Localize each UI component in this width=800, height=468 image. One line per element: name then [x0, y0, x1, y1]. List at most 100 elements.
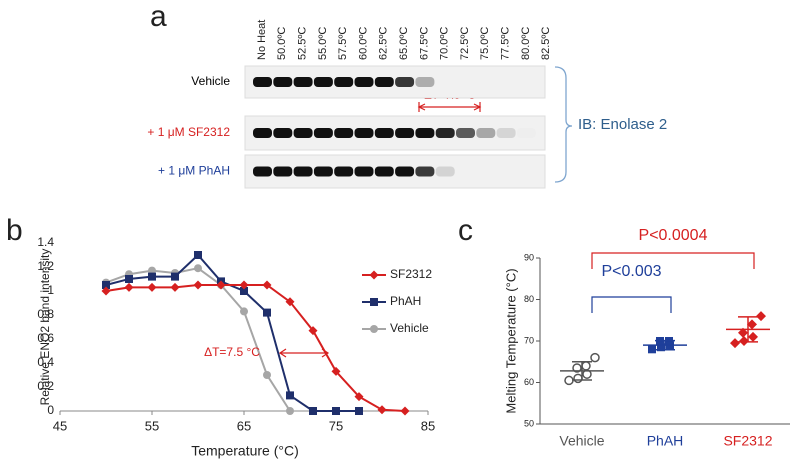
band [435, 166, 455, 177]
column-header: 52.5ºC [297, 27, 309, 60]
annotation-arrow [278, 348, 330, 358]
band [334, 128, 354, 138]
y-tick-label: 0.4 [37, 355, 54, 369]
marker [354, 392, 364, 402]
marker [331, 366, 341, 376]
y-tick-label: 0.8 [37, 307, 54, 321]
band [496, 128, 516, 138]
point [748, 331, 758, 342]
x-tick-label: 55 [145, 418, 159, 433]
y-tick-label: 80 [524, 294, 534, 304]
marker [101, 286, 111, 296]
marker [102, 281, 110, 289]
point [590, 352, 600, 363]
marker [355, 407, 363, 415]
column-header: 55.0ºC [317, 27, 329, 60]
column-header: 62.5ºC [378, 27, 390, 60]
band [374, 77, 394, 87]
band [334, 166, 354, 177]
marker [125, 275, 133, 283]
point [756, 311, 766, 322]
marker [239, 280, 249, 290]
panel-label: c [458, 214, 473, 247]
marker [124, 282, 134, 292]
marker [308, 326, 318, 336]
line [105, 253, 359, 412]
y-tick-label: 1 [47, 283, 54, 297]
column-header: 67.5ºC [418, 27, 430, 60]
marker [286, 407, 294, 415]
point [581, 361, 591, 371]
y-tick-label: 0.6 [37, 331, 54, 345]
bracket [554, 66, 573, 183]
row-label: + 1 μM PhAH [158, 164, 230, 178]
band [313, 166, 333, 177]
x-tick-label: Vehicle [559, 433, 604, 449]
y-tick-label: 90 [524, 252, 534, 262]
marker [332, 407, 340, 415]
x-tick-label: 65 [237, 418, 251, 433]
y-tick-label: 60 [524, 377, 534, 387]
y-tick-label: 0 [47, 403, 54, 417]
band [415, 77, 435, 87]
marker [309, 407, 317, 415]
error-bar [655, 339, 675, 351]
band [293, 166, 313, 177]
marker [216, 280, 226, 290]
marker [171, 272, 179, 281]
column-header: 57.5ºC [337, 27, 349, 60]
significance-bracket [591, 296, 672, 313]
y-axis-label: Melting Temperature (°C) [503, 268, 518, 413]
marker [194, 251, 202, 259]
marker [194, 264, 202, 273]
point [572, 363, 582, 373]
band [334, 77, 354, 87]
row-label: Vehicle [191, 74, 230, 88]
band [354, 128, 374, 138]
x-tick-label: 75 [329, 418, 343, 433]
marker [262, 280, 272, 290]
band [273, 166, 293, 177]
marker [240, 287, 248, 295]
point [657, 343, 665, 352]
ib-label: IB: Enolase 2 [578, 116, 667, 133]
point [747, 319, 757, 330]
marker [147, 282, 157, 292]
band [293, 128, 313, 138]
x-tick-label: 85 [421, 418, 435, 433]
band [456, 128, 475, 138]
point [564, 375, 574, 386]
band [395, 128, 415, 138]
marker [148, 272, 156, 281]
legend-label: SF2312 [390, 267, 432, 281]
marker [193, 280, 203, 290]
x-tick-label: PhAH [647, 433, 684, 449]
p-value: P<0.0004 [639, 227, 708, 244]
column-header: 50.0ºC [276, 27, 288, 60]
point [738, 327, 748, 338]
column-header: 80.0ºC [520, 27, 532, 60]
legend-marker [370, 325, 378, 333]
band [435, 128, 455, 138]
marker [263, 371, 271, 379]
band [354, 77, 374, 87]
annotation: ΔT=7.5 °C [204, 345, 260, 359]
p-value: P<0.003 [601, 263, 661, 280]
legend-label: Vehicle [390, 321, 429, 335]
marker [263, 308, 271, 317]
row-label: + 1 μM SF2312 [147, 125, 230, 139]
marker [400, 406, 410, 416]
column-header: 77.5ºC [500, 27, 512, 60]
legend-label: PhAH [390, 294, 421, 308]
panel-label: a [150, 0, 167, 33]
band [415, 128, 435, 138]
band [415, 166, 435, 177]
marker [286, 391, 294, 400]
marker [170, 282, 180, 292]
band [253, 166, 272, 177]
point [730, 338, 740, 349]
marker [285, 297, 295, 307]
column-header: 70.0ºC [439, 27, 451, 60]
y-tick-label: 0.2 [37, 379, 54, 393]
